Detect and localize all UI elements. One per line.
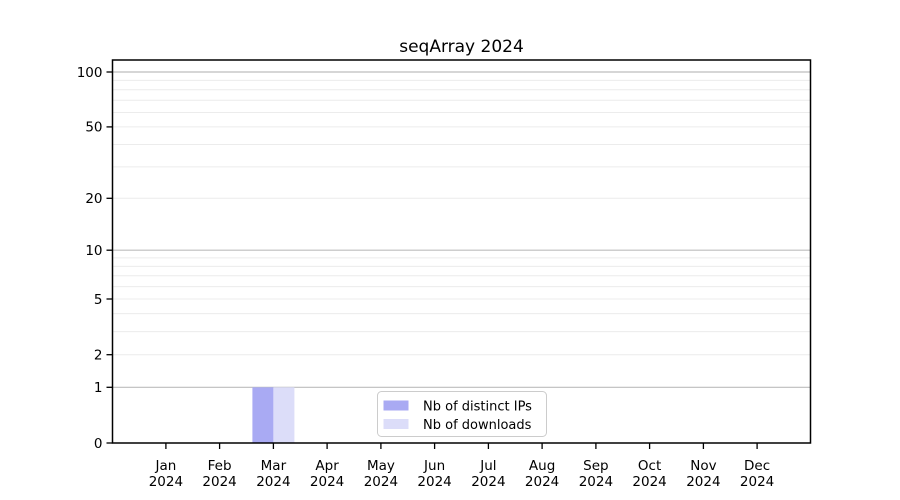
x-axis: Jan2024Feb2024Mar2024Apr2024May2024Jun20… — [149, 443, 774, 490]
x-tick-label-year: 2024 — [525, 474, 559, 490]
x-tick-label-year: 2024 — [632, 474, 666, 490]
chart-title: seqArray 2024 — [399, 37, 524, 57]
x-tick-label-year: 2024 — [364, 474, 398, 490]
legend-swatch-distinct-ips — [383, 400, 409, 411]
y-gridlines-minor — [112, 79, 811, 356]
y-tick-label: 10 — [85, 243, 102, 259]
legend: Nb of distinct IPs Nb of downloads — [377, 391, 547, 437]
y-tick-label: 1 — [94, 380, 103, 396]
x-tick-label-year: 2024 — [471, 474, 505, 490]
x-tick-label-month: Sep — [583, 458, 608, 474]
bar-nb-of-downloads — [273, 387, 295, 443]
x-tick-label-month: Dec — [744, 458, 770, 474]
x-tick-label-month: Nov — [690, 458, 716, 474]
legend-box — [377, 391, 547, 437]
x-tick-label-month: Jun — [423, 458, 445, 474]
x-tick-label-year: 2024 — [686, 474, 720, 490]
y-tick-label: 50 — [85, 120, 102, 136]
x-tick-label-year: 2024 — [256, 474, 290, 490]
y-tick-label: 5 — [94, 292, 103, 308]
x-tick-label-year: 2024 — [202, 474, 236, 490]
x-tick-label-month: Jan — [154, 458, 176, 474]
x-tick-label-year: 2024 — [310, 474, 344, 490]
x-tick-label-month: Oct — [638, 458, 661, 474]
x-tick-label-year: 2024 — [740, 474, 774, 490]
x-tick-label-month: Apr — [315, 458, 339, 474]
bar-nb-of-distinct-ips — [252, 387, 274, 443]
legend-swatch-downloads — [383, 419, 409, 429]
x-tick-label-month: Aug — [529, 458, 555, 474]
plot-border — [111, 59, 812, 444]
y-tick-label: 2 — [94, 348, 103, 364]
legend-label: Nb of downloads — [423, 418, 532, 433]
x-tick-label-month: Feb — [208, 458, 232, 474]
x-tick-label-year: 2024 — [149, 474, 183, 490]
y-tick-label: 100 — [77, 65, 103, 81]
y-tick-label: 20 — [85, 191, 102, 207]
x-tick-label-month: May — [367, 458, 395, 474]
legend-label: Nb of distinct IPs — [423, 400, 532, 415]
x-tick-label-month: Mar — [261, 458, 287, 474]
y-gridlines-major — [112, 71, 811, 388]
x-tick-label-year: 2024 — [579, 474, 613, 490]
y-tick-label: 0 — [94, 436, 103, 452]
x-tick-label-month: Jul — [479, 458, 496, 474]
x-tick-label-year: 2024 — [417, 474, 451, 490]
bars — [252, 387, 295, 443]
y-axis: 0 1 2 5 10 20 50 100 — [77, 65, 113, 452]
